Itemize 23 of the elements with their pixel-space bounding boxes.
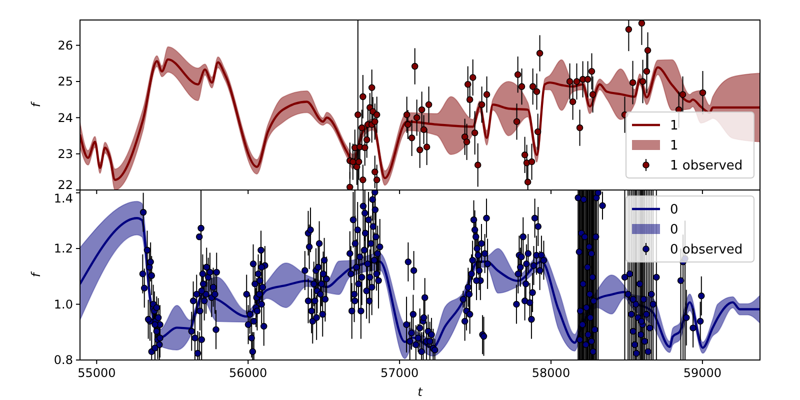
y-axis-title: f <box>29 101 43 108</box>
y-tick-label: 25 <box>58 74 73 89</box>
y-tick-label: 1.2 <box>54 242 73 256</box>
y-axis-title: f <box>29 271 43 278</box>
y-tick-label: 22 <box>58 178 73 192</box>
y-tick-label: 23 <box>58 147 73 162</box>
text: 0 <box>670 202 678 218</box>
legend-label: 1 <box>670 118 678 134</box>
x-tick-label: 58000 <box>532 366 570 380</box>
legend-label: 1 observed <box>670 158 743 174</box>
x-tick-label: 59000 <box>683 366 722 380</box>
legend-label: 0 <box>670 222 678 238</box>
x-axis-title: t <box>418 385 424 399</box>
x-tick-label: 56000 <box>229 366 268 380</box>
x-tick-label: 57000 <box>380 366 419 380</box>
y-tick-label: 1.4 <box>54 191 73 206</box>
legend-label: 0 observed <box>670 242 743 258</box>
y-tick-label: 0.8 <box>54 353 73 368</box>
y-tick-label: 1.0 <box>54 297 73 312</box>
text: 1 <box>670 138 678 154</box>
y-tick-label: 26 <box>58 38 73 53</box>
y-tick-label: 24 <box>58 110 73 125</box>
x-tick-label: 55000 <box>78 366 116 380</box>
